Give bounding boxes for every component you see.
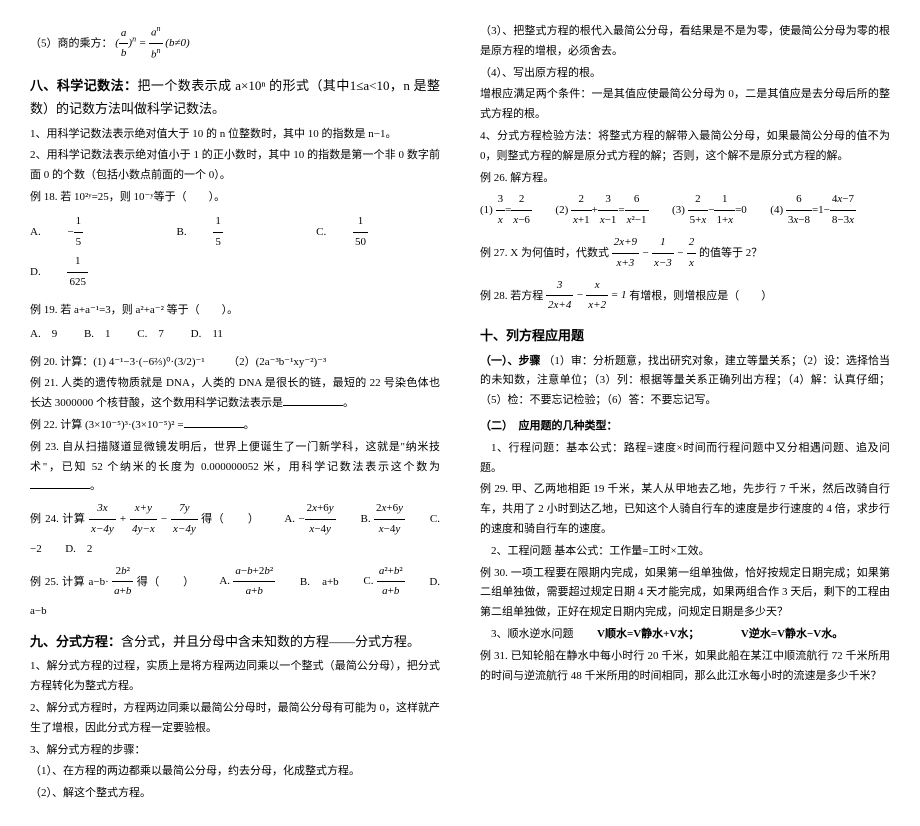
type-1: 1、行程问题：基本公式：路程=速度×时间而行程问题中又分相遇问题、追及问题。 [480,439,890,479]
ex18-b: B. 15 [177,212,271,253]
ex22-text: 例 22. 计算 (3×10⁻⁵)³·(3×10⁻⁵)² = [30,419,184,431]
sec9-p3: 3、解分式方程的步骤： [30,741,440,761]
ex24-tail: 得（ ） [201,513,259,525]
example-27: 例 27. X 为何值时，代数式 2x+9x+3 − 1x−3 − 2x 的值等… [480,233,890,274]
ex18-a-label: A. [30,223,41,243]
ex19-b: B. 1 [84,325,111,345]
rule-5-label: （5）商的乘方： [30,37,113,49]
sec8-point-2: 2、用科学记数法表示绝对值小于 1 的正小数时，其中 10 的指数是第一个非 0… [30,146,440,186]
sec8-title-text: 八、科学记数法： [30,78,138,93]
ex24-a: A. −2x+6yx−4y [284,513,335,525]
example-31: 例 31. 已知轮船在静水中每小时行 20 千米，如果此船在某江中顺流航行 72… [480,647,890,687]
sec9-note: 增根应满足两个条件：一是其值应使最简公分母为 0，二是其值应是去分母后所的整式方… [480,85,890,125]
ex20-part1: 例 20. 计算：(1) 4⁻¹−3·(−6⅔)⁰·(3/2)⁻¹ [30,356,205,368]
example-25: 例 25. 计算 a−b· 2b²a+b 得（ ） A. a−b+2b²a+b … [30,562,440,622]
ex25-a: A. a−b+2b²a+b [219,575,275,587]
sec9-title-text: 九、分式方程： [30,634,121,649]
rule-5: （5）商的乘方： (ab)n = anbn (b≠0) [30,22,440,66]
ex24-label: 例 24. 计算 [30,513,86,525]
ex19-a: A. 9 [30,325,57,345]
example-28: 例 28. 若方程 32x+4 − xx+2 = 1 有增根，则增根应是（ ） [480,276,890,317]
sec8-point-1: 1、用科学记数法表示绝对值大于 10 的 n 位整数时，其中 10 的指数是 n… [30,125,440,145]
type-3-label: 3、顺水逆水问题 [491,628,574,640]
right-column: （3）、把整式方程的根代入最简公分母，看结果是不是为零，使最简公分母为零的根是原… [480,20,890,806]
left-column: （5）商的乘方： (ab)n = anbn (b≠0) 八、科学记数法：把一个数… [30,20,440,806]
sec9-p3b: （2）、解这个整式方程。 [30,784,440,804]
example-21: 例 21. 人类的遗传物质就是 DNA，人类的 DNA 是很长的链，最短的 22… [30,374,440,414]
ex18-c: C. 150 [316,212,416,253]
example-20: 例 20. 计算：(1) 4⁻¹−3·(−6⅔)⁰·(3/2)⁻¹ （2）(2a… [30,353,440,373]
sec10-sub1-label: （一）、步骤 [480,355,541,367]
ex18-d: D. 1625 [30,252,136,293]
section-8-title: 八、科学记数法：把一个数表示成 a×10ⁿ 的形式（其中1≤a<10，n 是整数… [30,74,440,121]
ex24-d: D. 2 [65,543,92,555]
ex18-b-label: B. [177,223,187,243]
ex24-b-label: B. [361,513,371,525]
ex28-expr: 32x+4 − xx+2 = 1 [546,289,629,301]
sec9-p1: 1、解分式方程的过程，实质上是将方程两边同乘以一个整式（最简公分母），把分式方程… [30,657,440,697]
ex25-c-label: C. [363,575,373,587]
ex25-frac: 2b²a+b [112,562,133,603]
ex27-tail: 的值等于 2？ [699,247,762,259]
ex18-d-label: D. [30,263,41,283]
ex24-a-label: A. [284,513,295,525]
example-26: 例 26. 解方程。 [480,169,890,189]
ex25-a-label: A. [219,575,230,587]
ex23-text: 例 23. 自从扫描隧道显微镜发明后，世界上便诞生了一门新学科，这就是"纳米技术… [30,441,440,473]
example-29: 例 29. 甲、乙两地相距 19 千米，某人从甲地去乙地，先步行 7 千米，然后… [480,480,890,539]
ex27-expr: 2x+9x+3 − 1x−3 − 2x [612,247,699,259]
ex28-tail: 有增根，则增根应是（ ） [629,289,772,301]
ex19-c: C. 7 [137,325,164,345]
ex26-3-label: (3) [672,204,685,216]
ex24-b: B. 2x+6yx−4y [361,513,406,525]
example-30: 例 30. 一项工程要在限期内完成，如果第一组单独做，恰好按规定日期完成；如果第… [480,564,890,623]
type-3-f1: V顺水=V静水+V水； [597,628,699,640]
sec9-p4: 4、分式方程检验方法：将整式方程的解带入最简公分母，如果最简公分母的值不为 0，… [480,127,890,167]
ex26-1-label: (1) [480,204,493,216]
ex18-c-label: C. [316,223,326,243]
ex26-eqs: (1) 3x=2x−6 (2) 2x+1+3x−1=6x²−1 (3) 25+x… [480,190,890,231]
sec9-p2: 2、解分式方程时，方程两边同乘以最简公分母时，最简公分母有可能为 0，这样就产生… [30,699,440,739]
ex21-text: 例 21. 人类的遗传物质就是 DNA，人类的 DNA 是很长的链，最短的 22… [30,377,440,409]
ex18-a: A. −15 [30,212,131,253]
example-23: 例 23. 自从扫描隧道显微镜发明后，世界上便诞生了一门新学科，这就是"纳米技术… [30,438,440,497]
sec10-sub1-text: （1）审：分析题意，找出研究对象，建立等量关系；（2）设：选择恰当的未知数，注意… [480,355,890,407]
ex20-part2: （2）(2a⁻³b⁻¹xy⁻²)⁻³ [228,356,326,368]
type-3: 3、顺水逆水问题 V顺水=V静水+V水； V逆水=V静水−V水。 [480,625,890,645]
example-18: 例 18. 若 10²ʸ=25，则 10⁻ʸ等于（ ）。 [30,188,440,208]
ex28-label: 例 28. 若方程 [480,289,543,301]
ex25-label: 例 25. 计算 a−b· [30,575,109,587]
ex19-choices: A. 9 B. 1 C. 7 D. 11 [30,325,440,345]
sec9-p3d: （4）、写出原方程的根。 [480,64,890,84]
ex26-4-label: (4) [770,204,783,216]
example-22: 例 22. 计算 (3×10⁻⁵)³·(3×10⁻⁵)² =。 [30,416,440,436]
section-10-title: 十、列方程应用题 [480,324,890,347]
type-2: 2、工程问题 基本公式：工作量=工时×工效。 [480,542,890,562]
ex25-tail: 得（ ） [137,575,195,587]
example-19: 例 19. 若 a+a⁻¹=3，则 a²+a⁻² 等于（ ）。 [30,301,440,321]
ex24-expr: 3xx−4y + x+y4y−x − 7yx−4y [89,513,201,525]
ex25-c: C. a²+b²a+b [363,575,404,587]
ex18-choices: A. −15 B. 15 C. 150 D. 1625 [30,212,440,293]
sec9-intro: 含分式，并且分母中含未知数的方程——分式方程。 [121,634,420,649]
ex23-blank [30,477,90,489]
sec9-p3a: （1）、在方程的两边都乘以最简公分母，约去分母，化成整式方程。 [30,762,440,782]
ex25-b: B. a+b [300,575,339,587]
ex19-d: D. 11 [191,325,223,345]
ex21-blank [283,394,343,406]
type-3-f2: V逆水=V静水−V水。 [741,628,843,640]
rule-5-formula: (ab)n = anbn (b≠0) [115,37,189,49]
ex22-blank [184,416,244,428]
ex27-label: 例 27. X 为何值时，代数式 [480,247,609,259]
example-24: 例 24. 计算 3xx−4y + x+y4y−x − 7yx−4y 得（ ） … [30,499,440,559]
sec10-sub1: （一）、步骤 （1）审：分析题意，找出研究对象，建立等量关系；（2）设：选择恰当… [480,352,890,411]
sec10-sub2: （二） 应用题的几种类型： [480,417,890,437]
ex26-2-label: (2) [555,204,568,216]
sec9-p3c: （3）、把整式方程的根代入最简公分母，看结果是不是为零，使最简公分母为零的根是原… [480,22,890,62]
